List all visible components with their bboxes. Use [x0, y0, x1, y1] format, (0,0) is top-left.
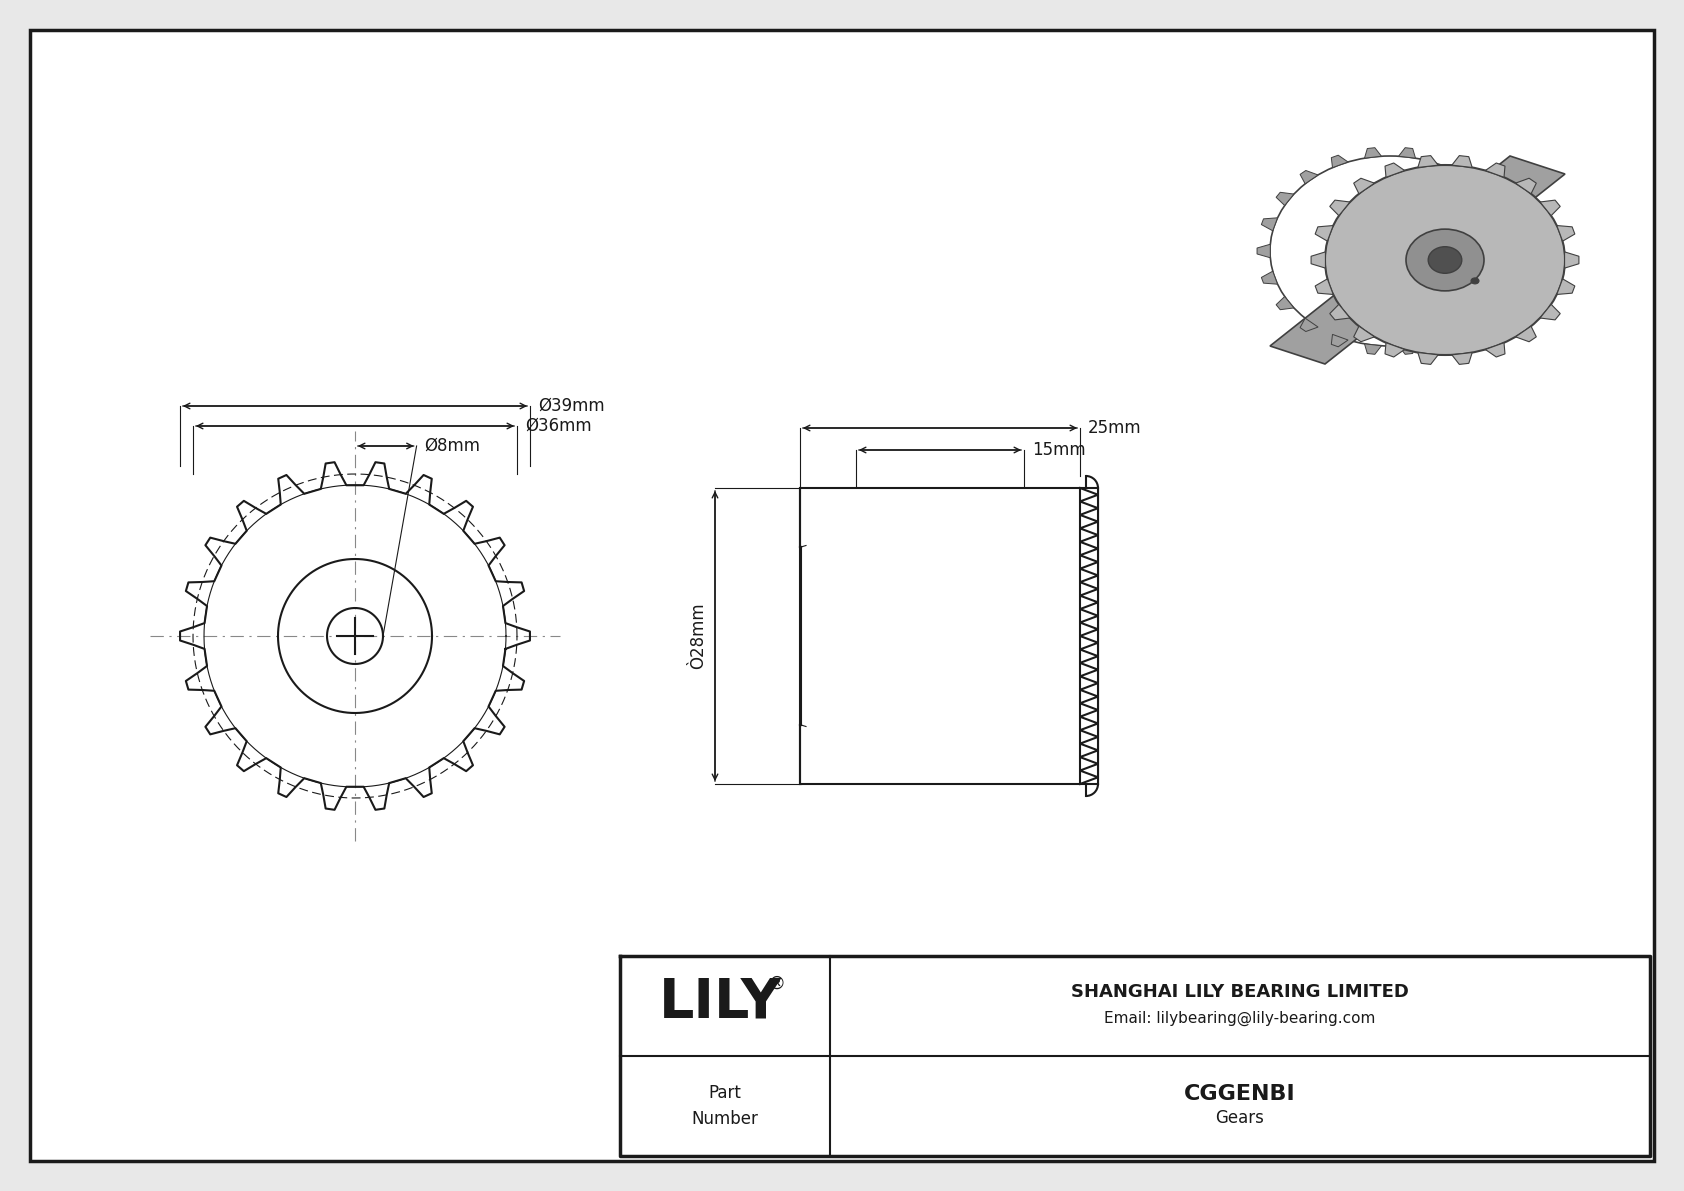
Polygon shape — [1354, 179, 1374, 194]
Polygon shape — [1452, 353, 1472, 364]
Polygon shape — [1541, 200, 1561, 216]
Polygon shape — [1261, 218, 1278, 231]
Text: Gears: Gears — [1216, 1109, 1265, 1127]
Ellipse shape — [1428, 247, 1462, 273]
Polygon shape — [1516, 179, 1536, 194]
Polygon shape — [1452, 156, 1472, 168]
Text: 25mm: 25mm — [1088, 419, 1142, 437]
Text: Ø39mm: Ø39mm — [537, 397, 605, 414]
Polygon shape — [1330, 305, 1351, 320]
Text: SHANGHAI LILY BEARING LIMITED: SHANGHAI LILY BEARING LIMITED — [1071, 983, 1410, 1000]
Polygon shape — [1364, 344, 1381, 354]
Polygon shape — [1556, 225, 1575, 241]
Polygon shape — [1354, 326, 1374, 342]
Polygon shape — [1256, 244, 1270, 257]
Text: Email: lilybearing@lily-bearing.com: Email: lilybearing@lily-bearing.com — [1105, 1010, 1376, 1025]
Polygon shape — [1364, 148, 1381, 158]
Polygon shape — [1418, 156, 1438, 168]
Text: 15mm: 15mm — [1032, 441, 1086, 459]
Polygon shape — [1541, 305, 1561, 320]
Polygon shape — [1398, 148, 1416, 158]
Polygon shape — [1261, 272, 1278, 285]
Polygon shape — [1516, 326, 1536, 342]
Text: CGGENBI: CGGENBI — [1184, 1084, 1295, 1104]
Polygon shape — [1564, 251, 1580, 268]
Polygon shape — [1556, 279, 1575, 294]
Bar — [800, 488, 1079, 784]
FancyBboxPatch shape — [30, 30, 1654, 1161]
Text: Ò28mm: Ò28mm — [689, 603, 707, 669]
Text: LILY: LILY — [658, 975, 781, 1029]
Polygon shape — [1315, 225, 1334, 241]
Polygon shape — [1418, 353, 1438, 364]
Polygon shape — [1276, 192, 1293, 206]
Ellipse shape — [1472, 278, 1479, 283]
Polygon shape — [1384, 163, 1404, 177]
Polygon shape — [1384, 343, 1404, 357]
Polygon shape — [1315, 279, 1334, 294]
Polygon shape — [1312, 251, 1325, 268]
Polygon shape — [1330, 200, 1351, 216]
Text: Part
Number: Part Number — [692, 1085, 758, 1128]
Polygon shape — [1398, 344, 1416, 354]
Text: ®: ® — [768, 975, 786, 993]
Polygon shape — [1300, 318, 1319, 331]
Text: Ø36mm: Ø36mm — [525, 417, 591, 435]
Ellipse shape — [1406, 229, 1484, 291]
Polygon shape — [1276, 297, 1293, 310]
Ellipse shape — [1325, 166, 1564, 355]
Polygon shape — [1332, 335, 1349, 347]
Text: Ø8mm: Ø8mm — [424, 437, 480, 455]
Polygon shape — [1485, 343, 1505, 357]
Polygon shape — [1485, 163, 1505, 177]
Polygon shape — [1300, 170, 1319, 183]
Polygon shape — [1332, 155, 1349, 168]
Polygon shape — [1270, 156, 1564, 364]
